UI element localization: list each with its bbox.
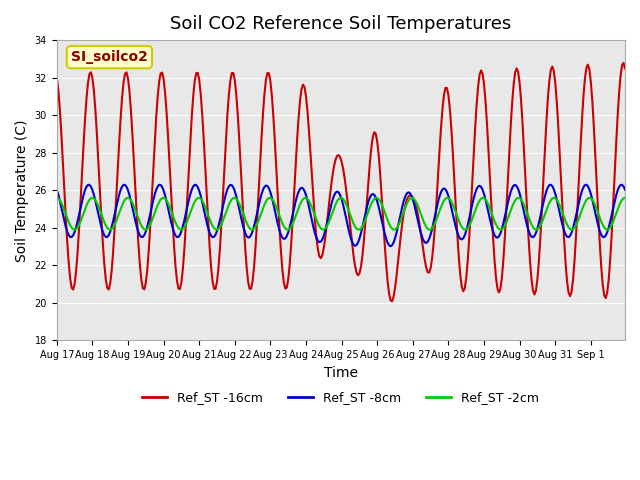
- Ref_ST -8cm: [621, 187, 629, 192]
- Ref_ST -16cm: [345, 212, 353, 218]
- Ref_ST -16cm: [53, 74, 61, 80]
- Ref_ST -16cm: [618, 62, 626, 68]
- Legend: Ref_ST -16cm, Ref_ST -8cm, Ref_ST -2cm: Ref_ST -16cm, Ref_ST -8cm, Ref_ST -2cm: [138, 386, 545, 409]
- Ref_ST -16cm: [621, 66, 629, 72]
- Line: Ref_ST -8cm: Ref_ST -8cm: [57, 185, 625, 246]
- Ref_ST -8cm: [547, 182, 555, 188]
- Ref_ST -2cm: [92, 197, 99, 203]
- Ref_ST -2cm: [53, 195, 61, 201]
- Ref_ST -8cm: [90, 192, 98, 198]
- Ref_ST -8cm: [460, 235, 467, 241]
- Ref_ST -2cm: [618, 197, 626, 203]
- Title: Soil CO2 Reference Soil Temperatures: Soil CO2 Reference Soil Temperatures: [170, 15, 511, 33]
- Ref_ST -2cm: [544, 204, 552, 209]
- Text: SI_soilco2: SI_soilco2: [71, 50, 148, 64]
- Y-axis label: Soil Temperature (C): Soil Temperature (C): [15, 119, 29, 262]
- Ref_ST -16cm: [544, 96, 552, 102]
- Line: Ref_ST -2cm: Ref_ST -2cm: [57, 198, 625, 230]
- Ref_ST -2cm: [621, 195, 629, 201]
- Ref_ST -8cm: [387, 243, 394, 249]
- X-axis label: Time: Time: [324, 366, 358, 380]
- Ref_ST -16cm: [388, 299, 396, 304]
- Ref_ST -8cm: [544, 184, 552, 190]
- Ref_ST -2cm: [347, 213, 355, 219]
- Ref_ST -2cm: [460, 226, 467, 232]
- Ref_ST -8cm: [53, 187, 61, 192]
- Ref_ST -16cm: [72, 269, 80, 275]
- Ref_ST -8cm: [620, 183, 627, 189]
- Line: Ref_ST -16cm: Ref_ST -16cm: [57, 63, 625, 301]
- Ref_ST -2cm: [74, 225, 81, 230]
- Ref_ST -8cm: [345, 229, 353, 235]
- Ref_ST -16cm: [460, 288, 467, 294]
- Ref_ST -16cm: [90, 88, 98, 94]
- Ref_ST -2cm: [71, 227, 79, 233]
- Ref_ST -8cm: [72, 225, 80, 230]
- Ref_ST -16cm: [620, 60, 627, 66]
